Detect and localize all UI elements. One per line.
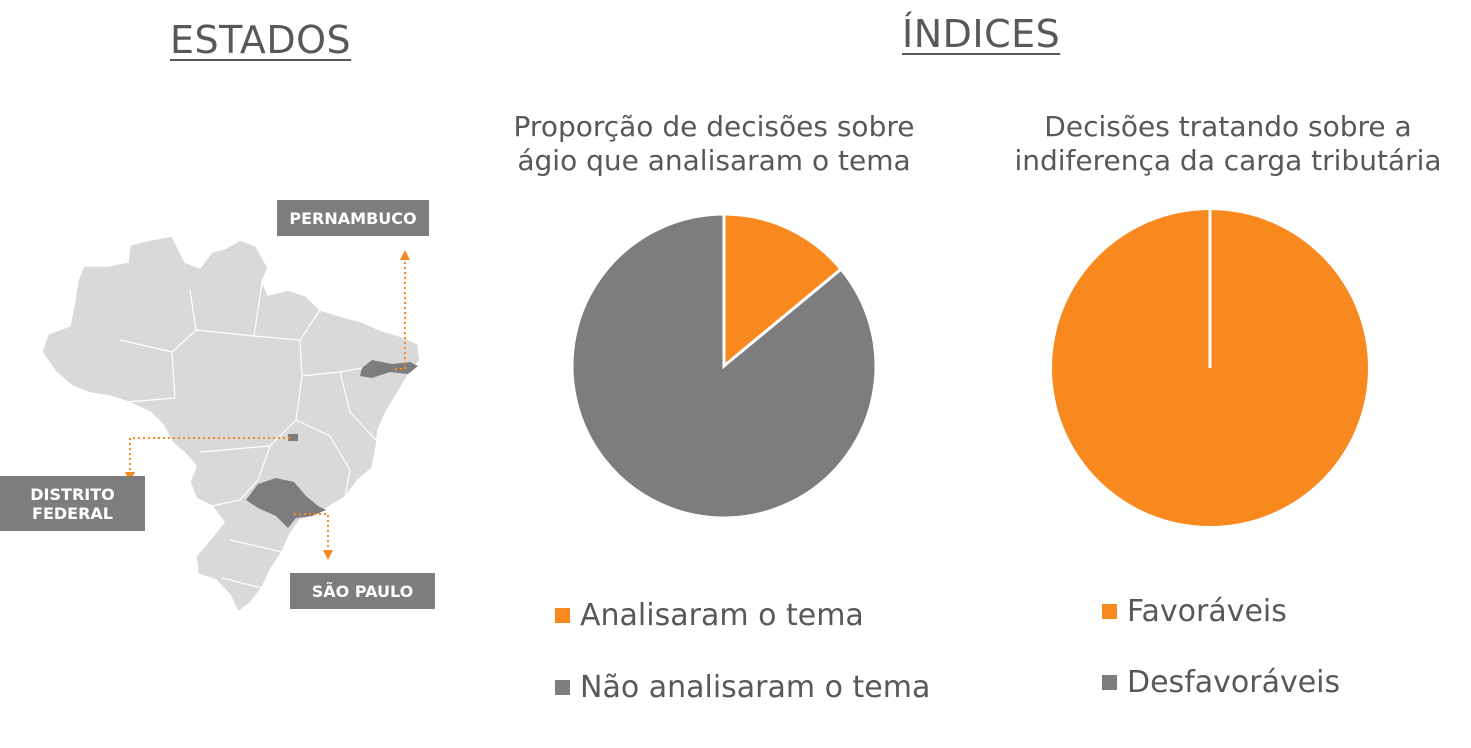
map-connectors (129, 258, 406, 552)
legend-label: Analisaram o tema (580, 598, 864, 633)
brazil-map (41, 235, 421, 614)
sao-paulo-arrowhead (323, 550, 333, 560)
legend-swatch-orange (1102, 604, 1117, 619)
distrito-federal-state (288, 434, 298, 441)
sao-paulo-label: SÃO PAULO (290, 573, 435, 609)
distrito-federal-text: DISTRITO FEDERAL (30, 484, 115, 523)
pernambuco-arrowhead (400, 250, 410, 260)
sao-paulo-state (246, 478, 326, 528)
pie-chart-analise (570, 212, 878, 520)
state-borders (119, 281, 377, 589)
estados-heading: ESTADOS (170, 18, 352, 62)
legend-item-favoraveis: Favoráveis (1102, 594, 1287, 629)
legend-item-nao-analisaram: Não analisaram o tema (555, 670, 930, 705)
chart2-title: Decisões tratando sobre a indiferença da… (1014, 110, 1442, 177)
pie-slice-analisaram (722, 212, 844, 370)
distrito-federal-label: DISTRITO FEDERAL (0, 476, 145, 531)
brazil-land (41, 235, 421, 614)
legend-swatch-orange (555, 608, 570, 623)
legend-item-desfavoraveis: Desfavoráveis (1102, 665, 1340, 700)
chart1-title: Proporção de decisões sobre ágio que ana… (513, 110, 915, 177)
legend-label: Favoráveis (1127, 594, 1287, 629)
legend-label: Não analisaram o tema (580, 670, 931, 705)
pie-slice-nao-analisaram (570, 212, 878, 520)
pernambuco-state (360, 360, 418, 378)
legend-item-analisaram: Analisaram o tema (555, 598, 864, 633)
pernambuco-connector (395, 258, 406, 370)
legend-swatch-gray (1102, 675, 1117, 690)
legend-swatch-gray (555, 680, 570, 695)
indices-heading: ÍNDICES (902, 12, 1061, 56)
legend-label: Desfavoráveis (1127, 665, 1341, 700)
pie-chart-indiferenca (1052, 210, 1368, 526)
pernambuco-label: PERNAMBUCO (277, 200, 429, 236)
distrito-federal-connector (129, 437, 290, 474)
sao-paulo-connector (294, 513, 329, 552)
